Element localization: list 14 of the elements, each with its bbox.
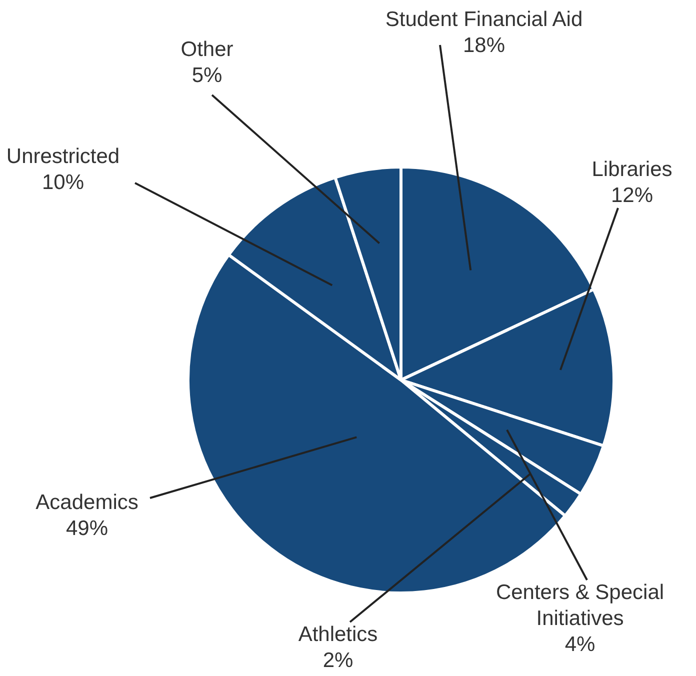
data-label: 18% (462, 34, 506, 57)
slice-label: Student Financial Aid (385, 8, 583, 31)
data-label: 10% (42, 171, 84, 194)
slice-label: Other (180, 38, 234, 61)
data-label: 4% (564, 633, 596, 656)
slice-label: Academics (36, 491, 138, 514)
slice-label: Athletics (298, 623, 378, 646)
data-label: 2% (322, 649, 354, 672)
data-label: 12% (610, 184, 654, 207)
data-label: 5% (192, 64, 222, 87)
slice-label: Libraries (592, 158, 672, 181)
data-label: 49% (66, 517, 108, 540)
slice-label: Unrestricted (6, 145, 120, 168)
slice-label: Centers & Special Initiatives (496, 581, 664, 630)
